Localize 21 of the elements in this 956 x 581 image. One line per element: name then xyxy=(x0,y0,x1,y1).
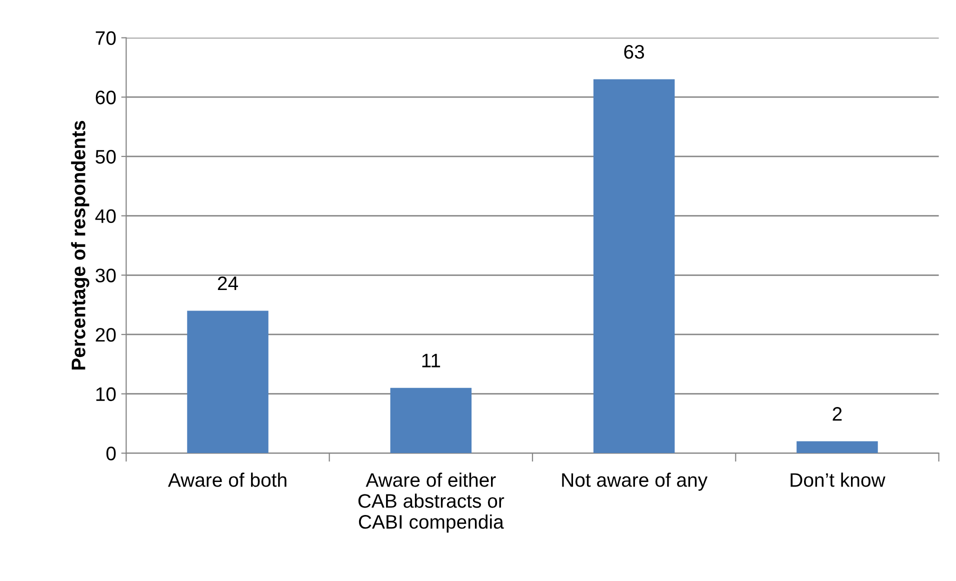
y-tick-label: 60 xyxy=(96,90,116,104)
y-axis-title: Percentage of respondents xyxy=(71,120,90,370)
data-label: 11 xyxy=(422,354,440,368)
y-tick-label: 10 xyxy=(96,387,116,402)
x-tick-label: Not aware of any xyxy=(562,472,708,491)
bar xyxy=(390,388,472,454)
y-tick-label: 50 xyxy=(96,150,116,164)
data-label: 63 xyxy=(624,45,644,59)
y-tick-label: 20 xyxy=(96,328,116,342)
x-tick-label: Aware of both xyxy=(168,472,286,487)
bar xyxy=(796,441,878,454)
x-tick-label: Don’t know xyxy=(790,472,886,487)
y-tick-label: 40 xyxy=(95,209,116,224)
x-tick-label: Aware of either CAB abstracts or CABI compendia xyxy=(358,472,504,533)
bar xyxy=(593,79,675,454)
y-tick-label: 30 xyxy=(96,268,116,282)
data-label: 2 xyxy=(832,407,842,421)
y-tick-label: 70 xyxy=(96,31,116,45)
y-tick-label: 0 xyxy=(106,446,116,460)
bar xyxy=(187,310,268,454)
data-label: 24 xyxy=(218,276,238,290)
